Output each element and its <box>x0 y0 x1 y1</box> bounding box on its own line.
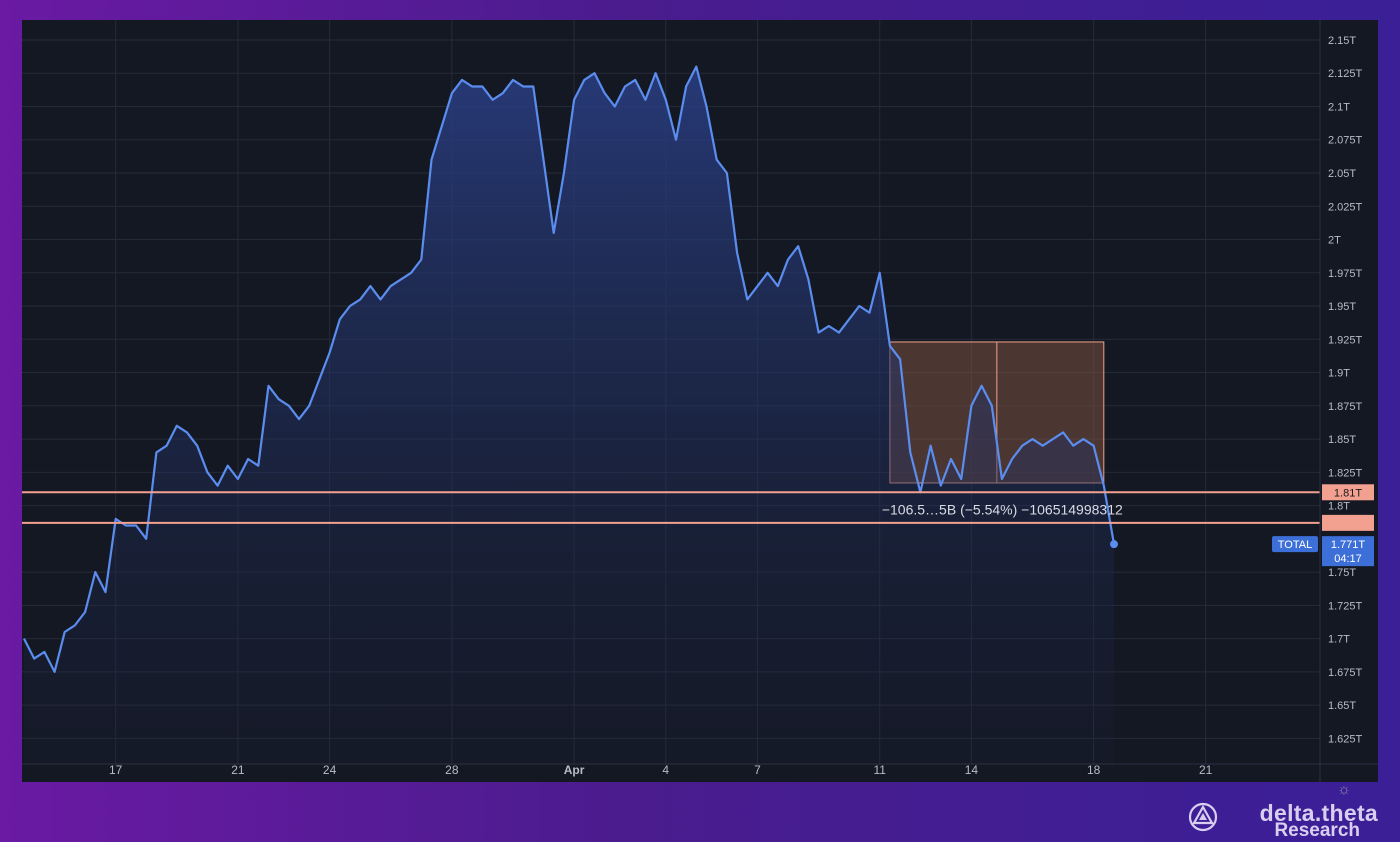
brand-sub: Research <box>1274 820 1360 842</box>
brand: delta.theta Research <box>1188 800 1378 836</box>
y-tick-label: 2.1T <box>1328 101 1350 113</box>
symbol-label: TOTAL <box>1278 539 1312 551</box>
measure-label: −106.5…5B (−5.54%) −106514998312 <box>882 502 1123 518</box>
y-tick-label: 1.975T <box>1328 268 1363 280</box>
x-tick-label: 17 <box>109 763 123 777</box>
y-tick-label: 1.625T <box>1328 733 1363 745</box>
last-point-marker <box>1110 540 1118 548</box>
y-tick-label: 2.025T <box>1328 201 1363 213</box>
y-tick-label: 1.725T <box>1328 600 1363 612</box>
total-market-cap-chart[interactable]: 1.81T 1.625T 1.65T 1.675T 1.7T 1.725T 1.75T 1.… <box>22 20 1378 782</box>
x-tick-label: 14 <box>965 763 979 777</box>
x-tick-label: Apr <box>564 763 585 777</box>
y-tick-label: 1.85T <box>1328 434 1356 446</box>
y-tick-label: 1.875T <box>1328 401 1363 413</box>
x-tick-label: 7 <box>754 763 761 777</box>
x-tick-label: 21 <box>1199 763 1213 777</box>
y-tick-label: 2.125T <box>1328 68 1363 80</box>
delta-theta-logo-icon <box>1188 802 1218 832</box>
bar-countdown: 04:17 <box>1334 553 1362 565</box>
y-tick-label: 1.7T <box>1328 634 1350 646</box>
last-price-value: 1.771T <box>1331 539 1366 551</box>
y-tick-label: 2.075T <box>1328 135 1363 147</box>
horizontal-level-label: 1.81T <box>1334 487 1362 499</box>
x-tick-label: 28 <box>445 763 459 777</box>
x-tick-label: 4 <box>662 763 669 777</box>
x-tick-label: 18 <box>1087 763 1101 777</box>
horizontal-level-badge <box>1322 515 1374 531</box>
x-tick-label: 21 <box>231 763 245 777</box>
y-tick-label: 2T <box>1328 235 1341 247</box>
y-tick-label: 2.15T <box>1328 35 1356 47</box>
chart-panel[interactable]: 1.81T 1.625T 1.65T 1.675T 1.7T 1.725T 1.75T 1.… <box>22 20 1378 782</box>
y-tick-label: 1.75T <box>1328 567 1356 579</box>
y-tick-label: 1.675T <box>1328 667 1363 679</box>
y-tick-label: 1.65T <box>1328 700 1356 712</box>
y-tick-label: 1.95T <box>1328 301 1356 313</box>
x-tick-label: 11 <box>873 763 886 777</box>
gear-icon[interactable]: ☼ <box>1332 778 1356 800</box>
x-tick-label: 24 <box>323 763 337 777</box>
y-tick-label: 1.825T <box>1328 467 1363 479</box>
y-tick-label: 1.8T <box>1328 501 1350 513</box>
y-tick-label: 1.9T <box>1328 368 1350 380</box>
y-tick-label: 1.925T <box>1328 334 1363 346</box>
y-tick-label: 2.05T <box>1328 168 1356 180</box>
